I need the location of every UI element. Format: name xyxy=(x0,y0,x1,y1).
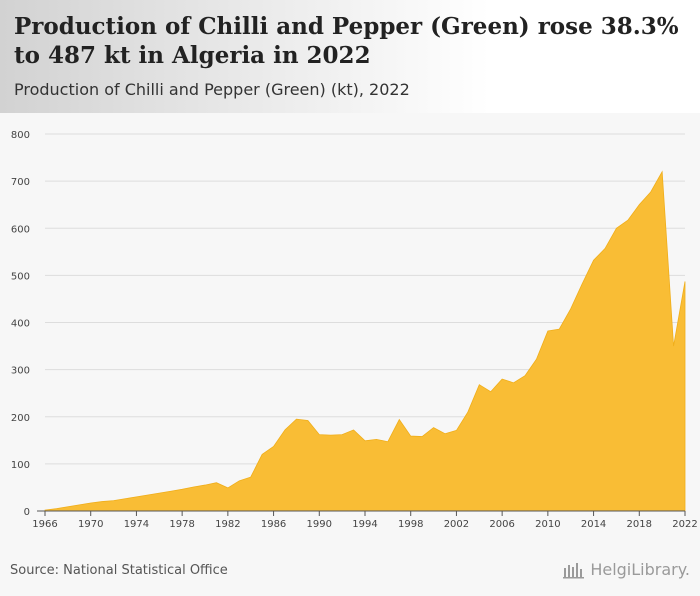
brand-logo: HelgiLibrary. xyxy=(563,560,690,579)
x-tick-label-1966: 1966 xyxy=(32,519,57,530)
y-tick-label-600: 600 xyxy=(11,224,30,235)
y-tick-label-0: 0 xyxy=(24,507,30,518)
x-tick-label-2006: 2006 xyxy=(489,519,514,530)
brand-name: HelgiLibrary. xyxy=(590,560,690,579)
source-note: Source: National Statistical Office xyxy=(10,563,228,578)
x-tick-label-2010: 2010 xyxy=(535,519,560,530)
x-tick-label-1990: 1990 xyxy=(307,519,332,530)
header-band: Production of Chilli and Pepper (Green) … xyxy=(0,0,700,113)
x-tick-label-1986: 1986 xyxy=(261,519,286,530)
area-series-production xyxy=(44,170,686,512)
chart-subtitle: Production of Chilli and Pepper (Green) … xyxy=(14,80,410,99)
y-tick-label-800: 800 xyxy=(11,130,30,141)
y-tick-label-200: 200 xyxy=(11,413,30,424)
area-chart: 0 100 200 300 400 500 600 700 800 1966 1970 1974 197… xyxy=(11,130,698,530)
x-tick-label-1974: 1974 xyxy=(124,519,149,530)
x-tick-label-1994: 1994 xyxy=(352,519,377,530)
x-tick-label-1982: 1982 xyxy=(215,519,240,530)
library-icon xyxy=(563,562,585,578)
x-tick-label-2002: 2002 xyxy=(444,519,469,530)
axes: 0 100 200 300 400 500 600 700 800 1966 1970 1974 197… xyxy=(11,130,698,530)
x-tick-label-2018: 2018 xyxy=(627,519,652,530)
y-tick-label-500: 500 xyxy=(11,271,30,282)
area-series xyxy=(44,170,686,512)
x-tick-label-1998: 1998 xyxy=(398,519,423,530)
x-tick-label-1978: 1978 xyxy=(169,519,194,530)
y-tick-label-100: 100 xyxy=(11,460,30,471)
x-tick-label-2014: 2014 xyxy=(581,519,606,530)
gridlines xyxy=(45,133,685,465)
y-tick-label-300: 300 xyxy=(11,366,30,377)
y-tick-label-400: 400 xyxy=(11,319,30,330)
x-tick-label-1970: 1970 xyxy=(78,519,103,530)
y-tick-label-700: 700 xyxy=(11,177,30,188)
x-tick-label-2022: 2022 xyxy=(672,519,697,530)
chart-title: Production of Chilli and Pepper (Green) … xyxy=(14,13,679,69)
